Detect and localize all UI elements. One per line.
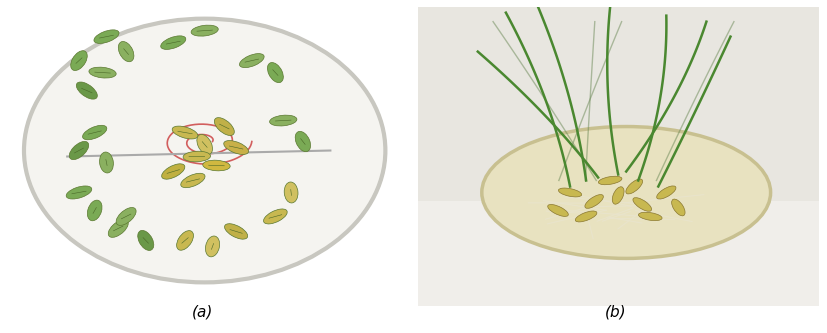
Ellipse shape — [83, 125, 107, 140]
Ellipse shape — [270, 115, 297, 126]
Ellipse shape — [69, 142, 88, 160]
Ellipse shape — [295, 131, 311, 152]
Ellipse shape — [240, 54, 264, 68]
Ellipse shape — [191, 25, 218, 36]
Ellipse shape — [482, 127, 771, 258]
Ellipse shape — [138, 230, 154, 250]
Ellipse shape — [203, 160, 230, 171]
Ellipse shape — [547, 204, 568, 216]
Ellipse shape — [71, 51, 87, 71]
Ellipse shape — [214, 118, 234, 136]
Ellipse shape — [118, 42, 134, 62]
Ellipse shape — [284, 182, 298, 203]
Ellipse shape — [224, 141, 248, 155]
Ellipse shape — [612, 187, 624, 204]
Ellipse shape — [638, 212, 662, 220]
Text: (a): (a) — [192, 305, 213, 320]
Ellipse shape — [94, 30, 119, 43]
Ellipse shape — [576, 211, 597, 222]
Ellipse shape — [558, 188, 581, 197]
Ellipse shape — [633, 198, 652, 211]
Ellipse shape — [66, 186, 92, 199]
Ellipse shape — [181, 173, 205, 188]
Ellipse shape — [197, 135, 213, 155]
Ellipse shape — [172, 126, 198, 139]
Ellipse shape — [99, 152, 113, 173]
Ellipse shape — [626, 179, 643, 194]
Ellipse shape — [24, 19, 385, 282]
Ellipse shape — [161, 164, 185, 179]
Ellipse shape — [585, 194, 604, 208]
Ellipse shape — [177, 231, 194, 250]
Ellipse shape — [116, 207, 136, 225]
Ellipse shape — [108, 219, 128, 237]
Ellipse shape — [183, 151, 211, 162]
Ellipse shape — [267, 63, 284, 83]
Ellipse shape — [160, 36, 186, 49]
Bar — [418, 201, 819, 306]
Text: (b): (b) — [605, 305, 627, 320]
Ellipse shape — [657, 186, 676, 199]
Ellipse shape — [89, 67, 116, 78]
Bar — [418, 7, 819, 201]
Ellipse shape — [264, 209, 287, 224]
Ellipse shape — [225, 224, 247, 239]
Ellipse shape — [205, 236, 220, 257]
Ellipse shape — [76, 82, 98, 99]
Ellipse shape — [599, 176, 622, 185]
Ellipse shape — [88, 200, 102, 221]
Ellipse shape — [672, 199, 685, 216]
